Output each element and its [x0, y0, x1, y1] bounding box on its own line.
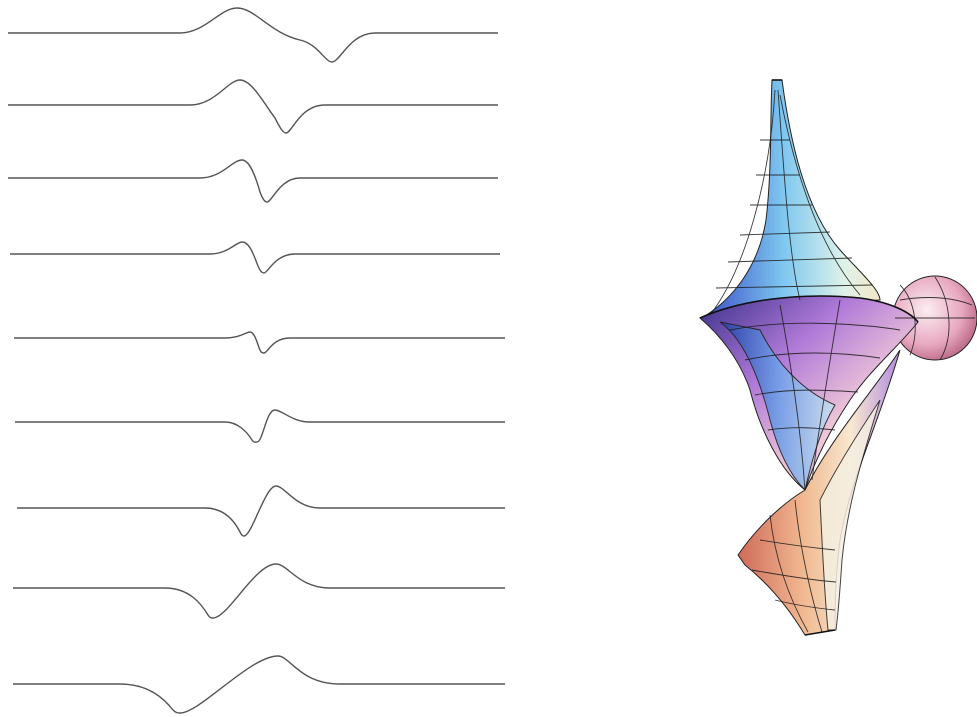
lower-front — [819, 399, 881, 631]
wave — [8, 79, 498, 134]
wave — [17, 485, 505, 537]
mesh — [709, 89, 975, 633]
wave — [14, 331, 505, 354]
wave — [15, 409, 505, 443]
wave — [10, 241, 500, 274]
wave — [13, 563, 505, 619]
surface — [699, 79, 977, 636]
wave — [13, 655, 505, 714]
edge — [699, 295, 919, 323]
wave-profiles — [8, 7, 505, 714]
edge — [804, 629, 836, 636]
wave — [8, 7, 498, 63]
wave — [8, 159, 498, 203]
